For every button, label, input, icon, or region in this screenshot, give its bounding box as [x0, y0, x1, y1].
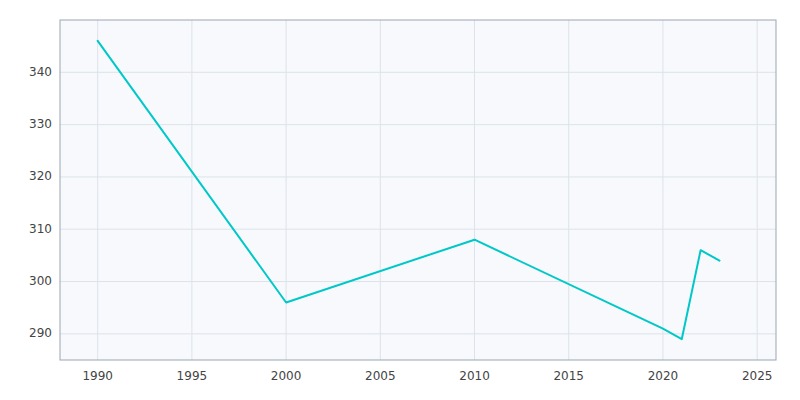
x-grid-line	[757, 20, 758, 360]
x-grid-line	[191, 20, 192, 360]
y-tick-label: 340	[29, 65, 52, 79]
x-tick-label: 2025	[742, 369, 773, 383]
data-layer	[98, 41, 720, 339]
y-tick-label: 290	[29, 326, 52, 340]
x-grid-line	[97, 20, 98, 360]
x-grid-line	[568, 20, 569, 360]
y-grid-line	[60, 176, 776, 177]
page: {"chart_data": {"type": "line", "x": [19…	[0, 0, 800, 400]
y-tick-label: 320	[29, 169, 52, 183]
plot-frame	[60, 20, 776, 360]
y-tick-label: 300	[29, 274, 52, 288]
y-grid-line	[60, 124, 776, 125]
x-grid-line	[474, 20, 475, 360]
x-tick-label: 2020	[648, 369, 679, 383]
y-tick-label: 330	[29, 117, 52, 131]
x-grid-line	[286, 20, 287, 360]
x-grid-line	[380, 20, 381, 360]
grid	[60, 20, 776, 360]
chart-container: 290 300 310 320 330 340 1990 1995 2000 2005 2010 20…	[0, 0, 800, 400]
tick-labels: 290 300 310 320 330 340 1990 1995 2000 2005 2010 20…	[29, 65, 772, 383]
y-grid-line	[60, 72, 776, 73]
y-grid-line	[60, 229, 776, 230]
plot-background	[60, 20, 776, 360]
y-tick-label: 310	[29, 222, 52, 236]
chart-svg: 290 300 310 320 330 340 1990 1995 2000 2005 2010 20…	[0, 0, 800, 400]
y-grid-line	[60, 333, 776, 334]
x-tick-label: 2000	[271, 369, 302, 383]
x-tick-label: 2010	[459, 369, 490, 383]
x-tick-label: 2015	[553, 369, 584, 383]
x-grid-line	[662, 20, 663, 360]
x-tick-label: 1995	[177, 369, 208, 383]
y-grid-line	[60, 281, 776, 282]
x-tick-label: 2005	[365, 369, 396, 383]
series-line	[98, 41, 720, 339]
x-tick-label: 1990	[82, 369, 113, 383]
